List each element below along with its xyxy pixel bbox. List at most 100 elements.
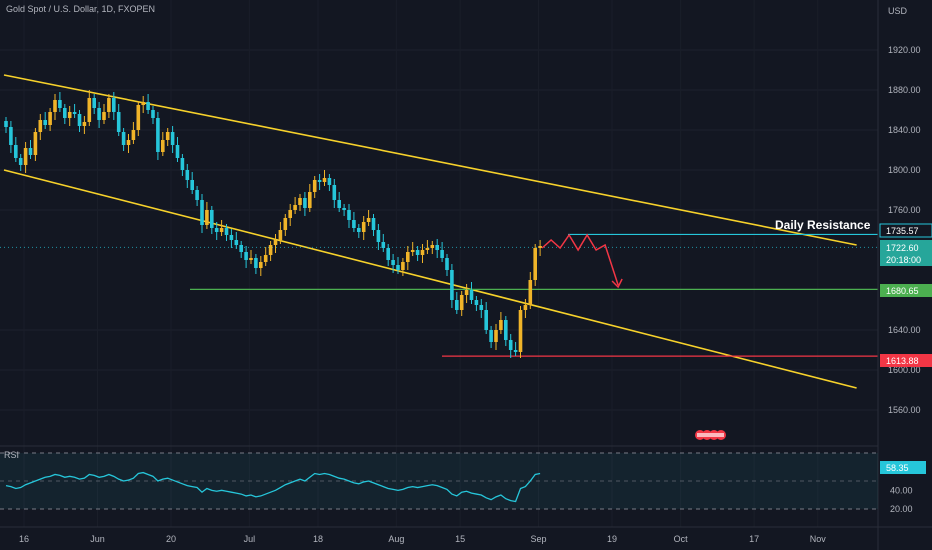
candle-body[interactable] xyxy=(312,180,317,192)
candle-body[interactable] xyxy=(121,132,126,145)
candle-body[interactable] xyxy=(156,118,160,152)
candle-body[interactable] xyxy=(469,290,474,300)
candle-body[interactable] xyxy=(33,132,38,155)
candle-body[interactable] xyxy=(82,122,87,126)
candle-body[interactable] xyxy=(259,262,263,268)
candle-body[interactable] xyxy=(53,100,57,112)
candle-body[interactable] xyxy=(322,178,327,182)
candle-body[interactable] xyxy=(386,248,390,260)
candle-body[interactable] xyxy=(175,145,180,158)
candle-body[interactable] xyxy=(87,98,92,122)
candle-body[interactable] xyxy=(523,305,528,310)
candle-body[interactable] xyxy=(361,222,366,232)
candle-body[interactable] xyxy=(273,240,278,245)
candle-body[interactable] xyxy=(14,145,18,158)
candle-body[interactable] xyxy=(131,130,136,140)
candle-body[interactable] xyxy=(185,170,190,180)
candle-body[interactable] xyxy=(410,250,415,252)
candle-body[interactable] xyxy=(23,148,28,165)
candle-body[interactable] xyxy=(43,120,47,125)
candle-body[interactable] xyxy=(347,210,351,220)
candle-body[interactable] xyxy=(180,158,185,170)
candle-body[interactable] xyxy=(518,310,523,352)
candle-body[interactable] xyxy=(151,110,155,118)
candle-body[interactable] xyxy=(445,258,449,270)
candle-body[interactable] xyxy=(450,270,454,300)
candle-body[interactable] xyxy=(107,98,111,112)
candle-body[interactable] xyxy=(538,246,542,248)
candle-body[interactable] xyxy=(48,112,52,125)
candle-body[interactable] xyxy=(170,132,175,145)
candle-body[interactable] xyxy=(92,98,96,108)
candle-body[interactable] xyxy=(406,252,410,262)
candle-body[interactable] xyxy=(97,108,101,120)
candle-body[interactable] xyxy=(464,290,469,295)
candle-body[interactable] xyxy=(200,200,204,225)
candle-body[interactable] xyxy=(102,112,106,120)
candle-body[interactable] xyxy=(440,250,444,258)
candle-body[interactable] xyxy=(435,245,439,250)
candle-body[interactable] xyxy=(249,258,253,260)
candle-body[interactable] xyxy=(136,105,141,130)
candle-body[interactable] xyxy=(4,121,8,127)
candle-body[interactable] xyxy=(116,112,121,132)
candle-body[interactable] xyxy=(484,310,488,330)
candle-body[interactable] xyxy=(298,198,302,205)
candle-body[interactable] xyxy=(244,252,248,260)
candle-body[interactable] xyxy=(28,148,33,155)
candle-body[interactable] xyxy=(459,295,464,310)
candle-body[interactable] xyxy=(165,132,170,140)
candle-body[interactable] xyxy=(533,248,537,280)
candle-body[interactable] xyxy=(63,108,67,118)
candle-body[interactable] xyxy=(352,220,356,228)
candle-body[interactable] xyxy=(415,250,420,255)
candles[interactable] xyxy=(4,90,542,358)
candle-body[interactable] xyxy=(195,190,199,200)
candle-body[interactable] xyxy=(18,158,23,165)
candle-body[interactable] xyxy=(342,208,346,210)
candle-body[interactable] xyxy=(337,200,341,208)
candle-body[interactable] xyxy=(332,185,337,200)
candle-body[interactable] xyxy=(214,228,219,232)
candle-body[interactable] xyxy=(479,305,484,310)
candle-body[interactable] xyxy=(72,112,77,114)
candle-body[interactable] xyxy=(126,140,131,145)
candle-body[interactable] xyxy=(112,98,116,112)
candle-body[interactable] xyxy=(234,240,239,245)
candle-body[interactable] xyxy=(366,218,371,222)
candle-body[interactable] xyxy=(513,350,518,352)
candle-body[interactable] xyxy=(308,192,312,208)
candle-body[interactable] xyxy=(508,340,513,350)
candle-body[interactable] xyxy=(210,210,214,228)
candle-body[interactable] xyxy=(494,330,498,342)
candle-body[interactable] xyxy=(288,210,292,218)
candle-body[interactable] xyxy=(9,127,13,145)
candle-body[interactable] xyxy=(317,180,322,182)
candle-body[interactable] xyxy=(381,242,386,248)
candle-body[interactable] xyxy=(67,112,72,118)
candle-body[interactable] xyxy=(283,218,288,230)
candle-body[interactable] xyxy=(504,320,508,340)
candle-body[interactable] xyxy=(239,245,243,252)
candle-body[interactable] xyxy=(141,102,145,105)
economic-event-icons[interactable] xyxy=(695,430,726,440)
candle-body[interactable] xyxy=(371,218,376,230)
candle-body[interactable] xyxy=(474,300,479,305)
candle-body[interactable] xyxy=(420,250,425,255)
candle-body[interactable] xyxy=(391,260,395,265)
candle-body[interactable] xyxy=(229,235,234,240)
candle-body[interactable] xyxy=(396,265,400,270)
candle-body[interactable] xyxy=(190,180,194,190)
candle-body[interactable] xyxy=(430,245,435,248)
candle-body[interactable] xyxy=(205,210,209,225)
candle-body[interactable] xyxy=(327,178,332,185)
candle-body[interactable] xyxy=(224,228,229,235)
candle-body[interactable] xyxy=(401,262,405,270)
candle-body[interactable] xyxy=(254,258,258,268)
candle-body[interactable] xyxy=(357,228,361,232)
candle-body[interactable] xyxy=(489,330,493,342)
candle-body[interactable] xyxy=(425,248,430,250)
candle-body[interactable] xyxy=(278,230,283,240)
candle-body[interactable] xyxy=(219,228,224,232)
